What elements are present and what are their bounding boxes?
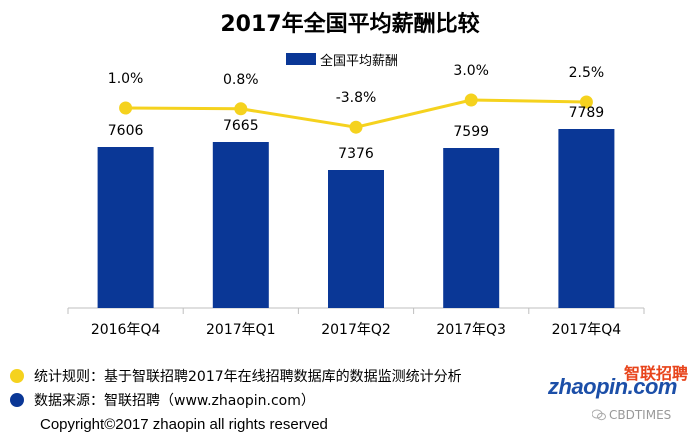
footer-source-dot — [10, 393, 24, 407]
footer-source: 数据来源：智联招聘（www.zhaopin.com） — [10, 390, 315, 410]
x-tick-label: 2017年Q4 — [552, 322, 622, 338]
label-layer: 2016年Q4 7606 1.0% 2017年Q1 7665 0.8% 2017年Q2 737… — [91, 63, 621, 338]
growth-point — [579, 95, 593, 109]
bar — [328, 170, 384, 308]
axis-layer — [67, 307, 645, 314]
growth-point — [234, 102, 248, 116]
line-layer — [119, 93, 593, 134]
footer-source-text: 数据来源：智联招聘（www.zhaopin.com） — [34, 393, 315, 409]
chart-title: 2017年全国平均薪酬比较 — [220, 12, 480, 37]
bar — [212, 142, 269, 308]
bar-value-label: 7376 — [338, 146, 374, 162]
x-tick-label: 2016年Q4 — [91, 322, 161, 338]
copyright: Copyright©2017 zhaopin all rights reserv… — [40, 416, 328, 433]
growth-label: 1.0% — [108, 71, 144, 87]
watermark: CBDTIMES — [592, 408, 671, 422]
legend-swatch-bar — [286, 53, 316, 65]
logo-cn: 智联招聘 — [623, 364, 688, 383]
bar-value-label: 7665 — [223, 118, 259, 134]
legend: 全国平均薪酬 — [286, 50, 399, 69]
bar — [558, 129, 615, 308]
bar-layer — [97, 129, 615, 308]
x-tick-label: 2017年Q3 — [436, 322, 506, 338]
legend-label: 全国平均薪酬 — [320, 53, 399, 69]
growth-label: 2.5% — [569, 65, 605, 81]
growth-label: 3.0% — [453, 63, 489, 79]
watermark-text: CBDTIMES — [609, 408, 672, 422]
bar-value-label: 7599 — [453, 124, 489, 140]
growth-point — [119, 101, 133, 115]
x-tick-label: 2017年Q2 — [321, 322, 391, 338]
growth-label: 0.8% — [223, 72, 259, 88]
growth-point — [349, 120, 363, 134]
bar-value-label: 7789 — [569, 105, 605, 121]
footer-rule-dot — [10, 369, 24, 383]
footer-rule-text: 统计规则：基于智联招聘2017年在线招聘数据库的数据监测统计分析 — [34, 369, 462, 385]
bar-value-label: 7606 — [108, 123, 144, 139]
growth-label: -3.8% — [336, 90, 377, 106]
footer-rule: 统计规则：基于智联招聘2017年在线招聘数据库的数据监测统计分析 — [10, 366, 462, 386]
zhaopin-logo: 智联招聘 zhaopin.com — [548, 360, 688, 400]
growth-point — [464, 93, 478, 107]
wechat-icon — [592, 409, 606, 421]
logo-en: zhaopin.com — [548, 374, 677, 399]
bar — [443, 148, 500, 308]
bar — [97, 147, 154, 308]
x-tick-label: 2017年Q1 — [206, 322, 276, 338]
